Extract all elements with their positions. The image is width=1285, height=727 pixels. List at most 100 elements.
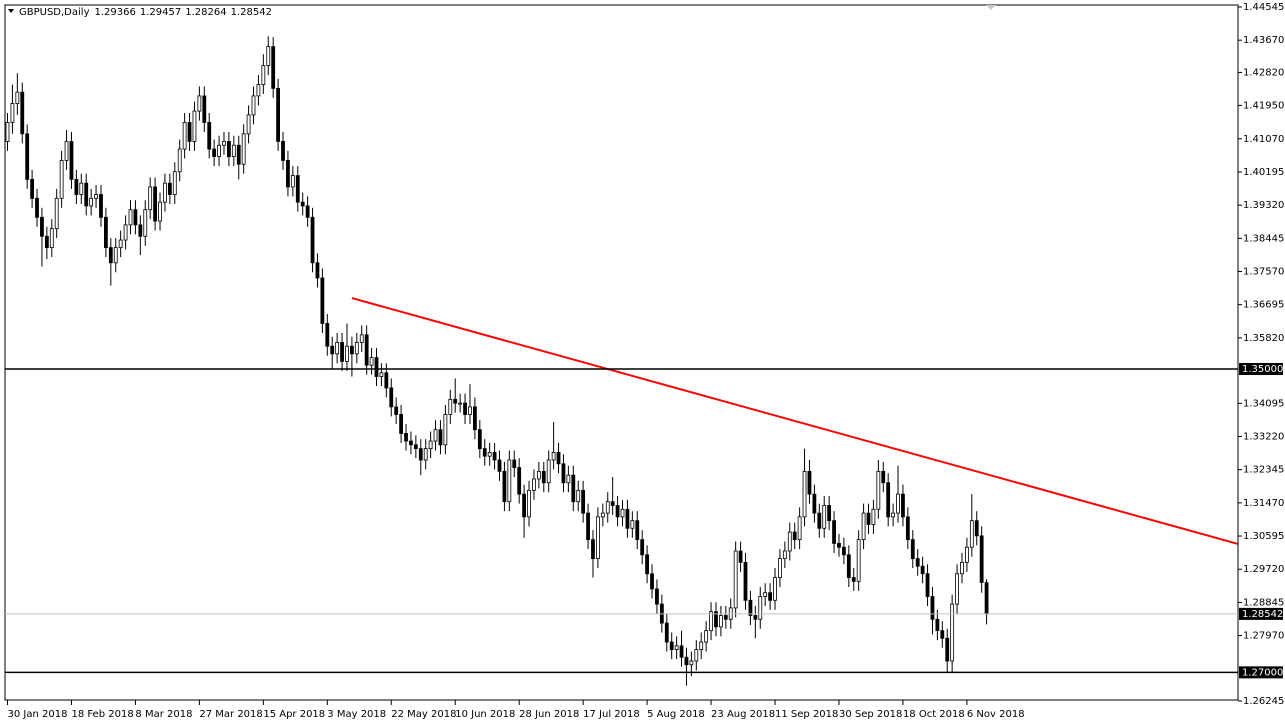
y-tick-label: 1.40195 — [1243, 167, 1284, 178]
candle-body — [709, 611, 713, 632]
candle-body — [507, 459, 512, 503]
candle-body — [94, 194, 98, 199]
candle-body — [448, 398, 453, 415]
candle-body — [15, 91, 20, 104]
candle-body — [340, 342, 344, 362]
x-tick-label: 28 Jun 2018 — [519, 709, 579, 720]
candle-body — [586, 512, 590, 541]
candle-body — [886, 482, 891, 518]
y-tick-label: 1.32345 — [1243, 465, 1284, 476]
x-tick-label: 15 Apr 2018 — [263, 709, 325, 720]
candle-body — [25, 133, 30, 180]
candle-body — [315, 262, 320, 279]
candle-body — [851, 577, 856, 582]
candle-body — [556, 452, 561, 465]
candle-body — [714, 611, 718, 628]
candle-body — [182, 122, 187, 150]
candle-body — [295, 175, 300, 203]
candle-body — [236, 144, 241, 165]
candle-body — [354, 342, 359, 355]
level-label: 1.27000 — [1242, 667, 1283, 678]
candle-body — [669, 641, 674, 651]
candle-body — [940, 630, 945, 639]
y-tick-label: 1.42820 — [1243, 67, 1284, 78]
candle-body — [758, 596, 763, 620]
level-label-box — [1239, 666, 1283, 679]
candle-body — [123, 224, 128, 241]
candle-body — [187, 122, 192, 142]
candle-body — [374, 357, 379, 377]
candle-body — [128, 209, 133, 226]
candle-body — [305, 205, 310, 218]
candle-body — [807, 470, 812, 495]
candle-body — [541, 470, 546, 484]
y-tick-label: 1.27970 — [1243, 631, 1284, 642]
candle-body — [369, 357, 374, 366]
candle-body — [960, 561, 964, 575]
candle-body — [699, 641, 704, 651]
candle-body — [492, 452, 497, 461]
candle-body — [423, 448, 428, 461]
x-tick-label: 23 Aug 2018 — [711, 709, 775, 720]
candle-body — [768, 592, 772, 601]
candle-body — [596, 516, 600, 559]
candle-body — [379, 372, 384, 377]
candle-body — [389, 387, 394, 408]
candle-body — [394, 406, 399, 415]
y-tick-label: 1.33220 — [1243, 431, 1284, 442]
candle-body — [20, 91, 25, 135]
candle-body — [527, 489, 531, 518]
candle-body — [792, 531, 797, 541]
candle-body — [74, 178, 79, 195]
candle-body — [984, 582, 989, 615]
candle-body — [974, 520, 979, 537]
candle-body — [44, 235, 49, 249]
candle-body — [861, 512, 866, 541]
candle-body — [246, 114, 251, 135]
candle-body — [719, 615, 723, 628]
candle-body — [320, 277, 325, 324]
candle-body — [138, 224, 143, 237]
candle-body — [40, 216, 44, 237]
candle-body — [635, 520, 640, 541]
y-tick-label: 1.38445 — [1243, 233, 1284, 244]
candle-body — [945, 637, 950, 662]
candle-body — [399, 414, 404, 434]
candle-body — [773, 577, 777, 601]
x-tick-label: 30 Sep 2018 — [839, 709, 902, 720]
candle-body — [271, 46, 276, 89]
candle-body — [104, 216, 108, 249]
candle-body — [197, 95, 202, 112]
trendline — [351, 297, 1238, 545]
menu-arrow[interactable] — [8, 9, 14, 13]
x-tick-label: 18 Feb 2018 — [71, 709, 133, 720]
candle-body — [512, 459, 517, 468]
candle-body — [167, 182, 172, 195]
price-label: 1.28542 — [1242, 609, 1283, 620]
x-tick-label: 17 Jul 2018 — [583, 709, 640, 720]
candle-body — [438, 429, 443, 446]
y-tick-label: 1.44545 — [1243, 2, 1284, 13]
candle-body — [502, 470, 507, 503]
candle-body — [645, 554, 649, 575]
candle-body — [910, 539, 915, 559]
candle-body — [674, 645, 679, 651]
y-tick-label: 1.43670 — [1243, 35, 1284, 46]
candle-body — [950, 603, 955, 662]
candle-body — [891, 512, 895, 518]
candle-body — [472, 406, 477, 431]
candle-body — [837, 543, 841, 548]
candle-body — [920, 565, 925, 575]
candle-body — [532, 478, 536, 491]
candle-body — [172, 171, 177, 195]
candle-body — [782, 550, 787, 559]
candle-body — [310, 216, 315, 264]
candle-body — [979, 535, 984, 583]
candle-body — [487, 452, 492, 457]
candle-body — [625, 508, 630, 529]
candle-body — [965, 546, 969, 563]
candle-body — [226, 141, 231, 158]
x-tick-label: 30 Jan 2018 — [8, 709, 68, 720]
candle-body — [453, 398, 458, 404]
